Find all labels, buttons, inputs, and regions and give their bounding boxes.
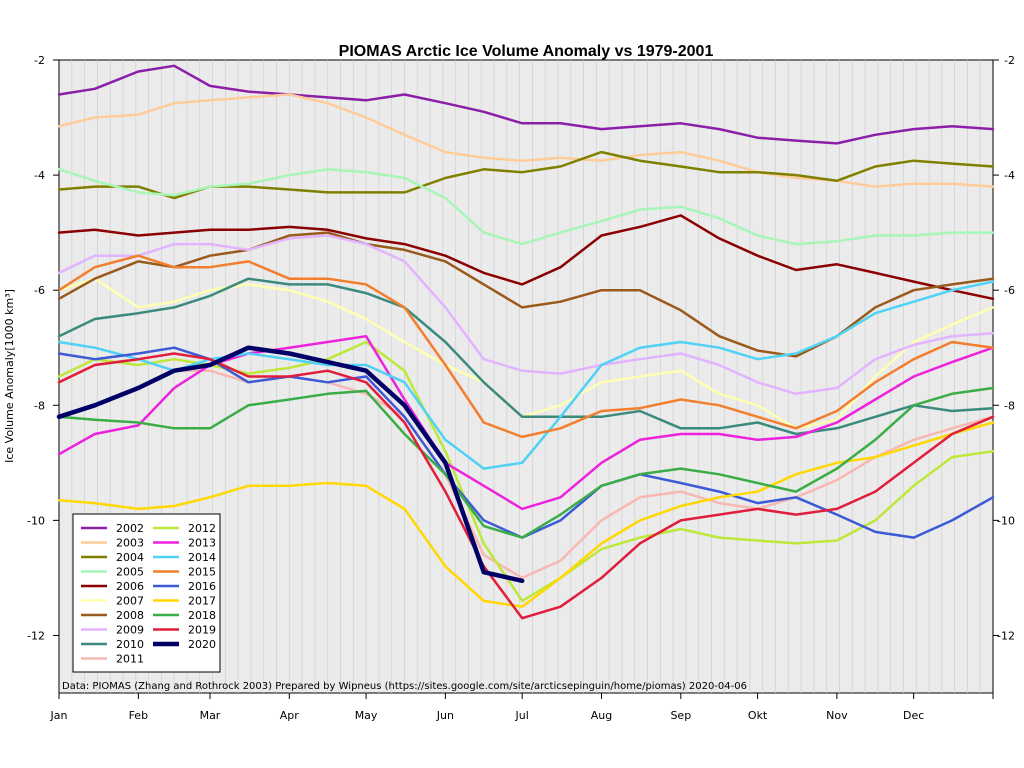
series-line-2017: [57, 421, 995, 608]
series-line-2010: [57, 277, 995, 436]
chart-title: PIOMAS Arctic Ice Volume Anomaly vs 1979…: [339, 43, 714, 60]
y-tick-label-left: -6: [34, 284, 45, 297]
legend-label-2015: 2015: [188, 566, 216, 579]
series-line-2019: [57, 352, 995, 620]
legend-label-2008: 2008: [116, 609, 144, 622]
x-tick-label: Okt: [748, 709, 768, 722]
series-line-2018: [57, 386, 995, 539]
legend-box: [72, 513, 221, 673]
y-tick-label-right: -12: [997, 629, 1015, 642]
legend-label-2006: 2006: [116, 580, 144, 593]
y-tick-label-left: -10: [27, 514, 45, 527]
series-line-2006: [57, 214, 995, 301]
series-line-2020: [56, 345, 525, 584]
y-tick-label-left: -12: [27, 629, 45, 642]
x-tick-label: Jan: [50, 709, 68, 722]
legend-label-2005: 2005: [116, 566, 144, 579]
legend-label-2018: 2018: [188, 609, 216, 622]
x-tick-label: May: [355, 709, 378, 722]
x-tick-label: Mar: [200, 709, 221, 722]
y-tick-label-left: -4: [34, 169, 45, 182]
x-tick-label: Apr: [280, 709, 300, 722]
legend-label-2020: 2020: [188, 638, 216, 651]
x-tick-label: Aug: [591, 709, 612, 722]
y-tick-label-right: -2: [1004, 54, 1015, 67]
y-tick-label-left: -8: [34, 399, 45, 412]
legend-label-2007: 2007: [116, 595, 144, 608]
x-tick-label: Nov: [826, 709, 848, 722]
series-layer: [56, 64, 995, 620]
credit-annotation: Data: PIOMAS (Zhang and Rothrock 2003) P…: [62, 681, 747, 692]
legend-label-2011: 2011: [116, 653, 144, 666]
legend-label-2012: 2012: [188, 522, 216, 535]
y-tick-label-right: -6: [1004, 284, 1015, 297]
y-tick-label-right: -10: [997, 514, 1015, 527]
legend-label-2019: 2019: [188, 624, 216, 637]
legend-label-2010: 2010: [116, 638, 144, 651]
series-line-2015: [57, 254, 995, 439]
x-tick-label: Sep: [670, 709, 691, 722]
series-line-2005: [57, 168, 995, 246]
y-tick-label-left: -2: [34, 54, 45, 67]
x-tick-label: Feb: [129, 709, 148, 722]
y-axis-label: Ice Volume Anomaly[1000 km³]: [3, 289, 16, 463]
legend-label-2013: 2013: [188, 537, 216, 550]
series-line-2002: [57, 64, 995, 145]
x-tick-label: Jul: [515, 709, 529, 722]
legend-label-2003: 2003: [116, 537, 144, 550]
legend-label-2014: 2014: [188, 551, 216, 564]
axes: Jan Feb Mar Apr May Jun Jul Aug Sep Okt Nov Dec -2 -2…: [27, 54, 1015, 722]
series-line-2009: [57, 234, 995, 396]
legend-label-2016: 2016: [188, 580, 216, 593]
legend-label-2004: 2004: [116, 551, 144, 564]
legend-label-2017: 2017: [188, 595, 216, 608]
legend-label-2009: 2009: [116, 624, 144, 637]
x-tick-label: Jun: [436, 709, 454, 722]
x-tick-label: Dec: [903, 709, 924, 722]
legend-label-2002: 2002: [116, 522, 144, 535]
y-tick-label-right: -4: [1004, 169, 1015, 182]
y-tick-label-right: -8: [1004, 399, 1015, 412]
series-line-2011: [57, 357, 995, 580]
